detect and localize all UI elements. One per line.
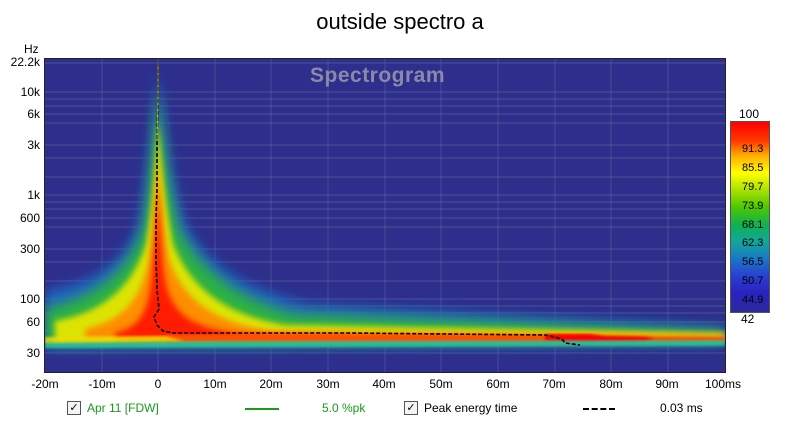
trace1-label[interactable]: Apr 11 [FDW] <box>87 401 159 415</box>
scale-min-label: 42 <box>741 312 755 326</box>
x-tick-label: 60m <box>486 377 510 391</box>
y-tick-label: 30 <box>26 346 40 360</box>
scale-label: 44.9 <box>742 294 764 306</box>
x-tick-label: 100ms <box>704 377 742 391</box>
x-tick-label: 80m <box>599 377 623 391</box>
y-tick-label: 600 <box>19 211 40 225</box>
y-tick-label: 100 <box>19 292 40 306</box>
y-tick-label: 10k <box>20 85 40 99</box>
scale-label: 73.9 <box>742 200 764 212</box>
scale-label: 62.3 <box>742 237 764 249</box>
x-tick-label: 40m <box>372 377 396 391</box>
scale-label: 79.7 <box>742 181 764 193</box>
x-tick-label: 20m <box>259 377 283 391</box>
y-tick-label: 1k <box>27 188 40 202</box>
trace1-line-swatch <box>245 408 279 410</box>
scale-label: 56.5 <box>742 256 764 268</box>
y-tick-label: 6k <box>27 107 40 121</box>
scale-max-label: 100 <box>739 107 760 121</box>
scale-label: 68.1 <box>742 219 764 231</box>
y-tick-label: 300 <box>19 242 40 256</box>
spectrogram-graphic <box>45 59 725 372</box>
chart-title: outside spectro a <box>316 9 484 34</box>
x-tick-label: 70m <box>542 377 566 391</box>
y-tick-label: 3k <box>27 138 40 152</box>
peak-energy-trace <box>153 63 581 346</box>
spectrogram-watermark: Spectrogram <box>310 64 446 87</box>
x-tick-label: 90m <box>655 377 679 391</box>
peak-trace-highlight <box>156 63 159 140</box>
trace1-value: 5.0 %pk <box>322 401 366 415</box>
trace2-line-swatch <box>583 408 615 410</box>
x-tick-label: 0 <box>154 377 162 391</box>
trace2-checkbox[interactable]: ✓ <box>404 401 418 415</box>
scale-label: 91.3 <box>742 143 764 155</box>
spectrogram-heatmap <box>45 69 725 349</box>
x-tick-label: 30m <box>316 377 340 391</box>
x-tick-label: -20m <box>31 377 59 391</box>
color-scale-bar <box>730 121 770 313</box>
x-tick-label: 10m <box>203 377 227 391</box>
y-tick-label: 60 <box>26 315 40 329</box>
scale-label: 50.7 <box>742 275 764 287</box>
spectrogram-plot[interactable]: Spectrogram <box>44 58 726 373</box>
trace2-label[interactable]: Peak energy time <box>424 401 518 415</box>
scale-label: 85.5 <box>742 162 764 174</box>
y-axis-unit: Hz <box>24 42 39 56</box>
x-tick-label: -10m <box>88 377 116 391</box>
trace2-value: 0.03 ms <box>660 401 703 415</box>
y-tick-label: 22.2k <box>10 55 40 69</box>
x-tick-label: 50m <box>429 377 453 391</box>
trace1-checkbox[interactable]: ✓ <box>67 401 81 415</box>
